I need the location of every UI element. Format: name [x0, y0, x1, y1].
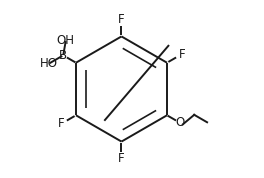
Text: F: F — [179, 48, 185, 61]
Text: F: F — [118, 13, 125, 26]
Text: OH: OH — [57, 34, 75, 47]
Text: F: F — [58, 117, 64, 130]
Text: O: O — [175, 116, 184, 129]
Text: HO: HO — [40, 57, 58, 70]
Text: F: F — [118, 152, 125, 165]
Text: B: B — [59, 49, 67, 62]
